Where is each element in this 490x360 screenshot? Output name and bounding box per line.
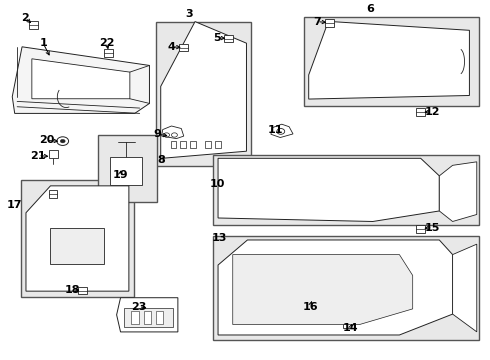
Text: 18: 18 bbox=[65, 285, 80, 295]
Text: 13: 13 bbox=[211, 233, 227, 243]
Bar bbox=[171, 141, 176, 148]
Polygon shape bbox=[26, 186, 129, 291]
Polygon shape bbox=[117, 298, 178, 332]
Bar bbox=[304, 17, 479, 106]
Bar bbox=[131, 311, 139, 324]
Text: 20: 20 bbox=[39, 135, 54, 145]
Bar bbox=[343, 313, 355, 328]
Bar bbox=[98, 135, 157, 202]
Bar bbox=[213, 155, 479, 225]
Bar bbox=[180, 141, 186, 148]
Bar bbox=[49, 150, 58, 158]
Polygon shape bbox=[453, 244, 477, 332]
Polygon shape bbox=[314, 293, 326, 304]
Text: 3: 3 bbox=[185, 9, 193, 19]
Polygon shape bbox=[271, 124, 293, 138]
Bar bbox=[29, 21, 38, 29]
Bar bbox=[78, 287, 87, 294]
Text: 22: 22 bbox=[99, 38, 115, 48]
Bar bbox=[416, 225, 425, 233]
Text: 16: 16 bbox=[302, 302, 318, 312]
Text: 7: 7 bbox=[313, 17, 321, 27]
Text: 19: 19 bbox=[112, 170, 128, 180]
Bar bbox=[416, 108, 425, 116]
Polygon shape bbox=[309, 21, 469, 99]
Text: 10: 10 bbox=[209, 179, 225, 189]
Text: 1: 1 bbox=[39, 38, 47, 48]
Bar bbox=[190, 141, 196, 148]
Bar bbox=[213, 236, 479, 340]
Text: 5: 5 bbox=[213, 33, 221, 43]
Bar bbox=[224, 35, 233, 42]
Bar bbox=[156, 311, 163, 324]
Bar bbox=[205, 141, 211, 148]
Polygon shape bbox=[218, 158, 440, 221]
Text: 23: 23 bbox=[131, 302, 147, 312]
Text: 11: 11 bbox=[268, 125, 283, 135]
Bar bbox=[21, 180, 134, 297]
Text: 17: 17 bbox=[7, 200, 23, 210]
Text: 8: 8 bbox=[158, 155, 166, 165]
Text: 2: 2 bbox=[22, 13, 29, 23]
Text: 12: 12 bbox=[424, 107, 440, 117]
Polygon shape bbox=[32, 59, 130, 99]
Polygon shape bbox=[218, 240, 453, 335]
Circle shape bbox=[60, 139, 65, 143]
Bar bbox=[124, 308, 173, 327]
Text: 15: 15 bbox=[425, 222, 441, 233]
Bar bbox=[49, 190, 57, 198]
Bar bbox=[325, 19, 334, 27]
Text: 14: 14 bbox=[343, 323, 358, 333]
Text: 21: 21 bbox=[30, 150, 46, 161]
Bar bbox=[50, 228, 104, 264]
Polygon shape bbox=[12, 47, 149, 113]
Bar bbox=[144, 311, 151, 324]
Bar bbox=[156, 22, 251, 166]
Text: 9: 9 bbox=[154, 129, 162, 139]
Polygon shape bbox=[162, 126, 184, 139]
Bar bbox=[215, 141, 220, 148]
Polygon shape bbox=[161, 22, 246, 158]
Bar bbox=[179, 44, 188, 51]
Text: 6: 6 bbox=[367, 4, 374, 14]
Polygon shape bbox=[440, 162, 477, 221]
Bar bbox=[104, 49, 113, 57]
Bar bbox=[110, 157, 142, 185]
Polygon shape bbox=[233, 255, 413, 325]
Text: 4: 4 bbox=[168, 42, 175, 52]
